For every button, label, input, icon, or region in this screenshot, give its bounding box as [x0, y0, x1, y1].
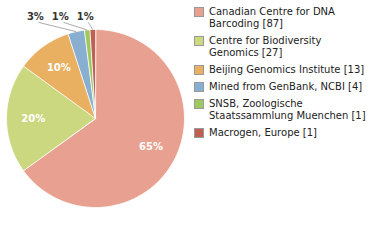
html-text:Mined from GenBank, NCBI [4]: Mined from GenBank, NCBI [4] [209, 81, 363, 92]
html-text:Centre for Biodiversity Genomi: Centre for Biodiversity Genomics [27] [209, 35, 322, 58]
svg-text:1%: 1% [52, 11, 69, 22]
html-text:Beijing Genomics Institute [13: Beijing Genomics Institute [13] [209, 64, 365, 75]
svg-text:3%: 3% [27, 11, 44, 22]
html-text:Canadian Centre for DNA Barcod: Canadian Centre for DNA Barcoding [87] [209, 6, 335, 29]
html-text:Macrogen, Europe [1]: Macrogen, Europe [1] [209, 127, 317, 138]
svg-text:20%: 20% [21, 113, 45, 124]
svg-text:65%: 65% [139, 141, 163, 152]
svg-text:10%: 10% [47, 62, 71, 73]
html-text:SNSB, Zoologische Staatssammlu: SNSB, Zoologische Staatssammlung Muenche… [209, 98, 366, 121]
svg-text:1%: 1% [77, 11, 94, 22]
